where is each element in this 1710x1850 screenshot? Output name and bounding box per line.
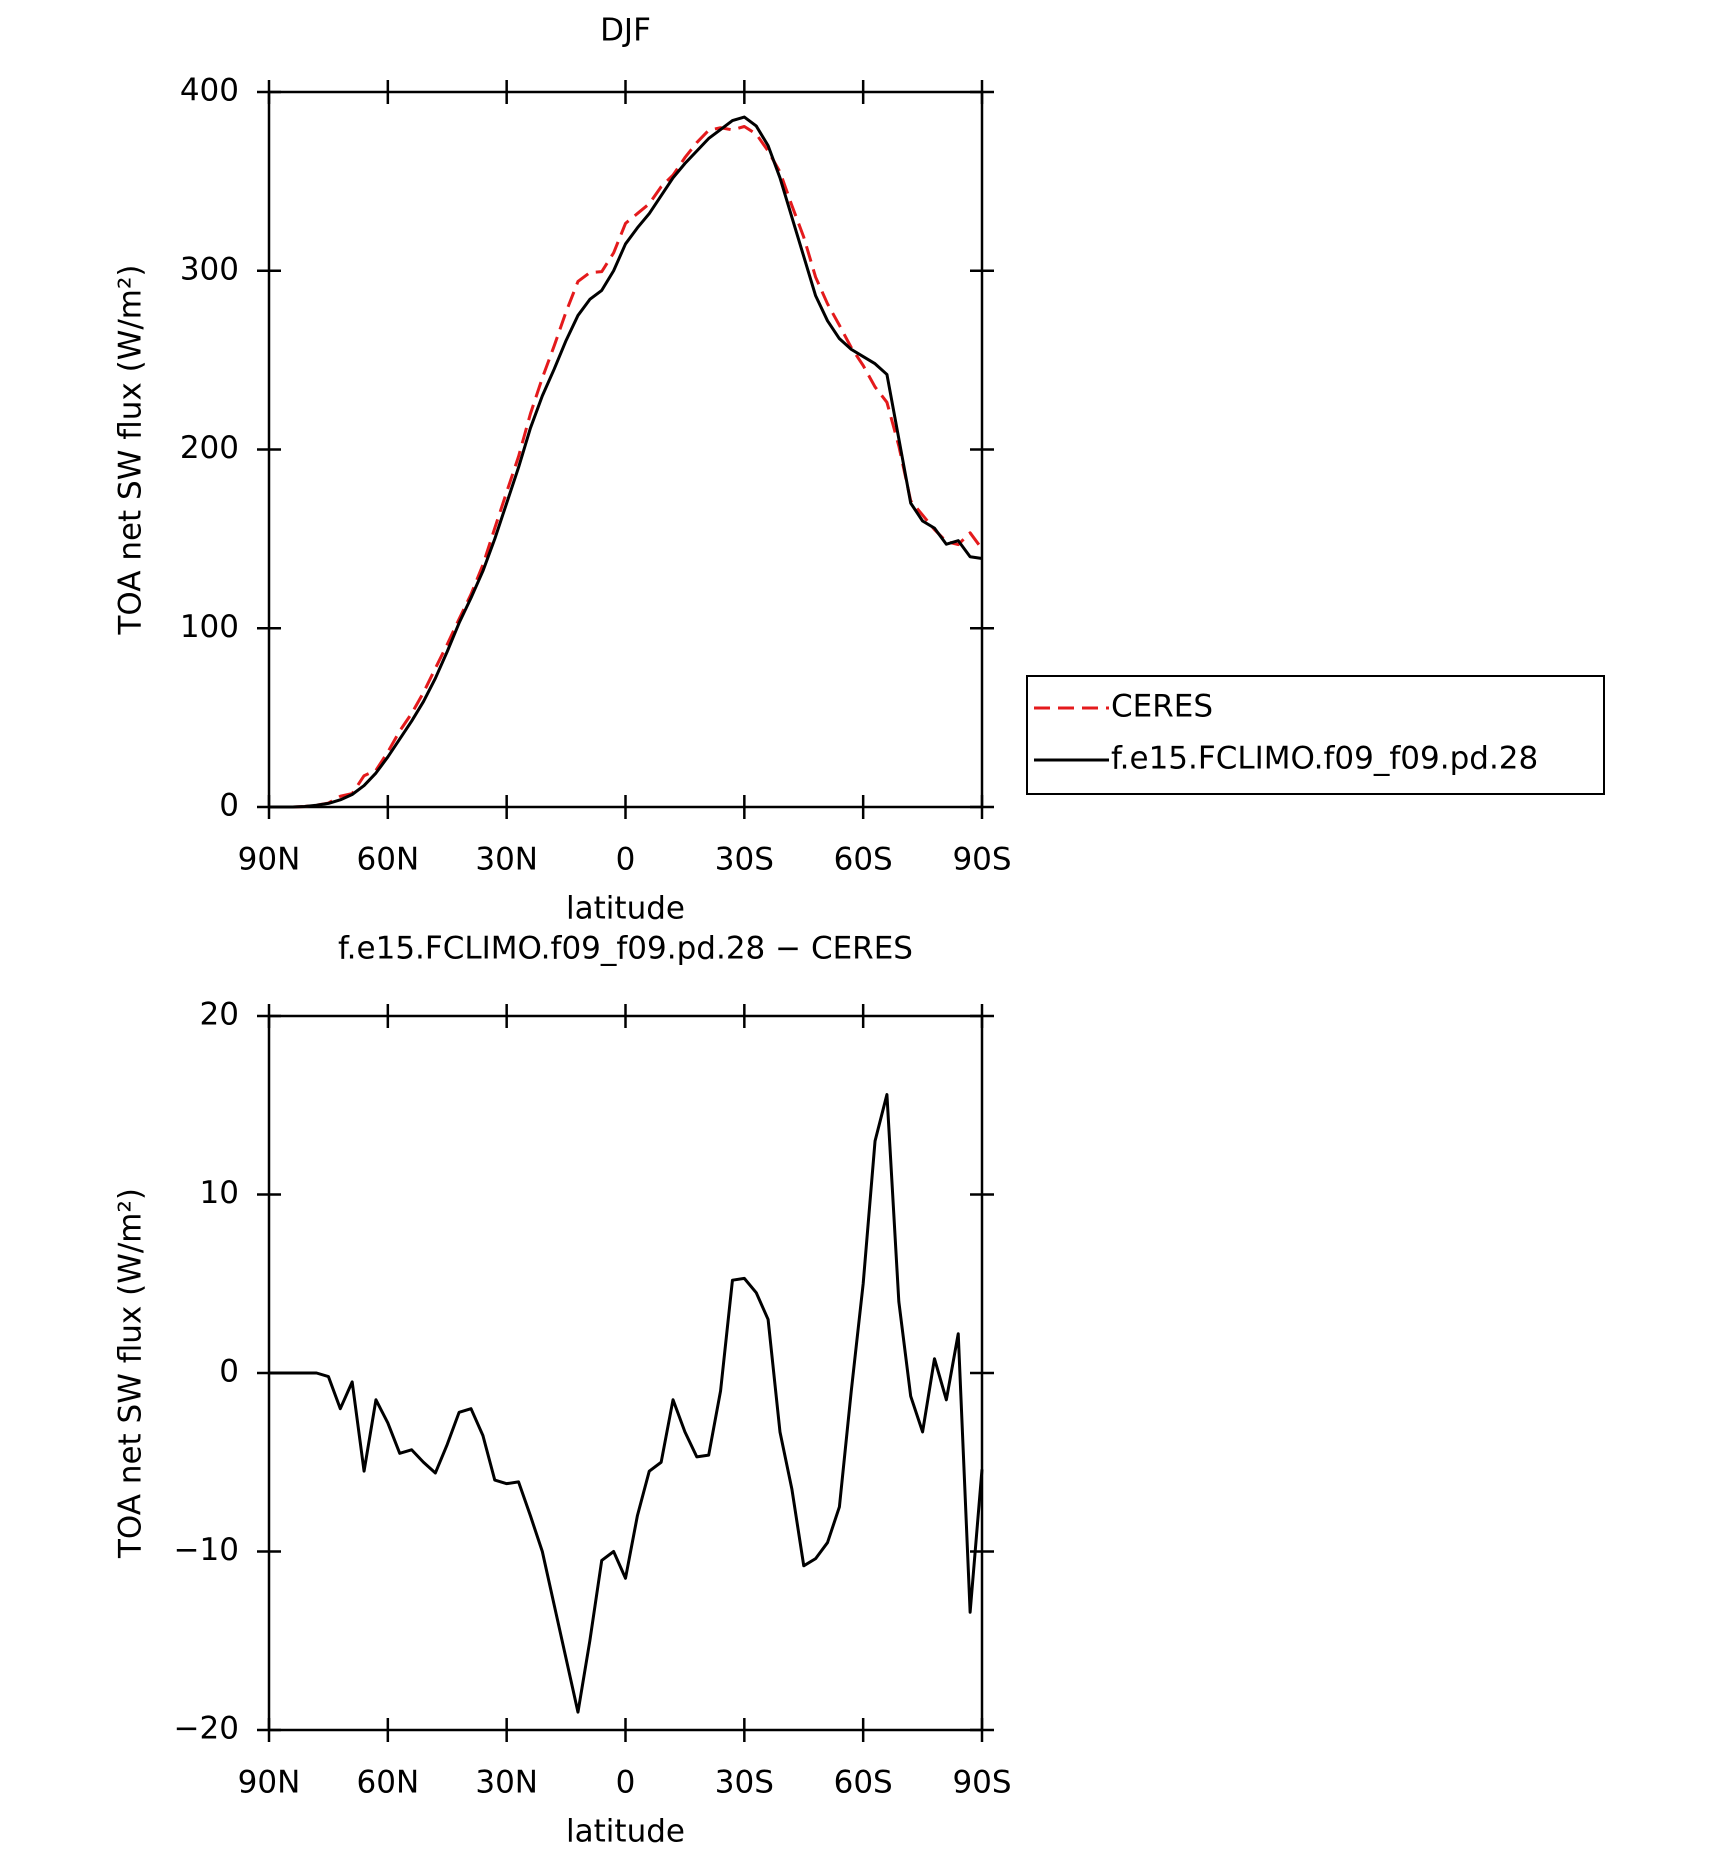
legend-label: f.e15.FCLIMO.f09_f09.pd.28 [1111, 741, 1538, 777]
x-tick-label: 60N [357, 1765, 420, 1801]
panel: DJF 0 100 200 300 400 90N 60N 30N 0 30S 60S 90S latit… [113, 13, 1605, 927]
y-tick-label: −10 [174, 1532, 239, 1568]
x-tick-label: 60S [834, 1765, 893, 1801]
chart-title: DJF [600, 13, 651, 49]
x-tick-label: 0 [616, 842, 636, 878]
y-tick-label: 300 [180, 251, 239, 287]
x-tick-label: 90S [952, 842, 1011, 878]
chart-title: f.e15.FCLIMO.f09_f09.pd.28 − CERES [338, 931, 913, 967]
data-line [269, 1093, 984, 1714]
x-axis-label: latitude [566, 891, 685, 927]
data-line [269, 125, 984, 809]
legend: CERES f.e15.FCLIMO.f09_f09.pd.28 [1026, 675, 1605, 795]
x-tick-label: 0 [616, 1765, 636, 1801]
x-tick-label: 90N [238, 1765, 301, 1801]
x-tick-label: 30N [475, 842, 538, 878]
x-tick-label: 90S [952, 1765, 1011, 1801]
x-tick-label: 60S [834, 842, 893, 878]
plot-frame [267, 90, 984, 809]
x-tick-label: 30S [715, 842, 774, 878]
y-axis-label: TOA net SW flux (W/m²) [113, 264, 149, 635]
data-line [269, 115, 983, 809]
legend-box [1026, 675, 1605, 795]
panel: f.e15.FCLIMO.f09_f09.pd.28 − CERES −20 −10… [113, 931, 1012, 1850]
y-tick-label: 0 [219, 1354, 239, 1390]
plot-frame [267, 1014, 984, 1732]
y-tick-label: 20 [200, 997, 239, 1033]
x-tick-label: 30S [715, 1765, 774, 1801]
y-axis-label: TOA net SW flux (W/m²) [113, 1188, 149, 1559]
x-axis-label: latitude [566, 1814, 685, 1850]
x-tick-label: 90N [238, 842, 301, 878]
x-tick-label: 60N [357, 842, 420, 878]
y-tick-label: 200 [180, 430, 239, 466]
y-tick-label: 100 [180, 609, 239, 645]
y-tick-label: 0 [219, 788, 239, 824]
y-tick-label: −20 [174, 1711, 239, 1747]
x-tick-label: 30N [475, 1765, 538, 1801]
y-tick-label: 10 [200, 1175, 239, 1211]
legend-label: CERES [1111, 689, 1213, 725]
y-tick-label: 400 [180, 73, 239, 109]
